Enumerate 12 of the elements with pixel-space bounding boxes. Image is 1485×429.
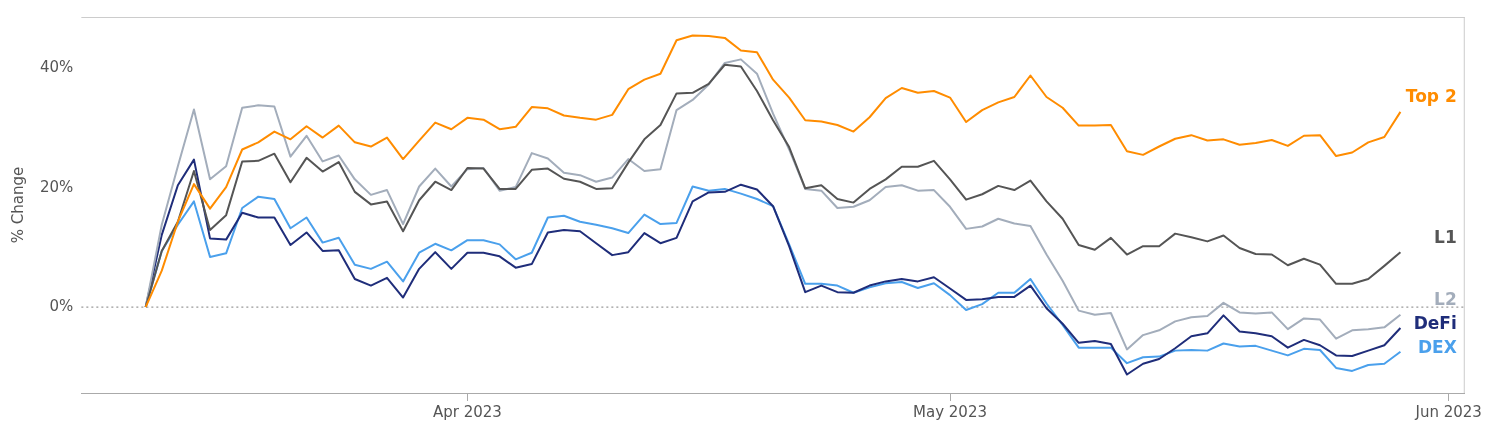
y-axis-title: % Change (8, 166, 27, 244)
x-tick-label: Jun 2023 (1414, 402, 1482, 421)
y-tick-label: 0% (49, 296, 74, 315)
text: L2 (1434, 289, 1457, 310)
series-label: DeFi (1413, 313, 1457, 334)
series-label: Top 2 (1405, 86, 1457, 107)
x-tick-label: May 2023 (913, 402, 987, 421)
x-tick-label: Apr 2023 (432, 402, 502, 421)
text: L1 (1434, 226, 1457, 247)
y-tick-label: 40% (40, 58, 74, 77)
y-tick-label: 20% (40, 177, 74, 196)
series-label: DEX (1417, 337, 1457, 358)
